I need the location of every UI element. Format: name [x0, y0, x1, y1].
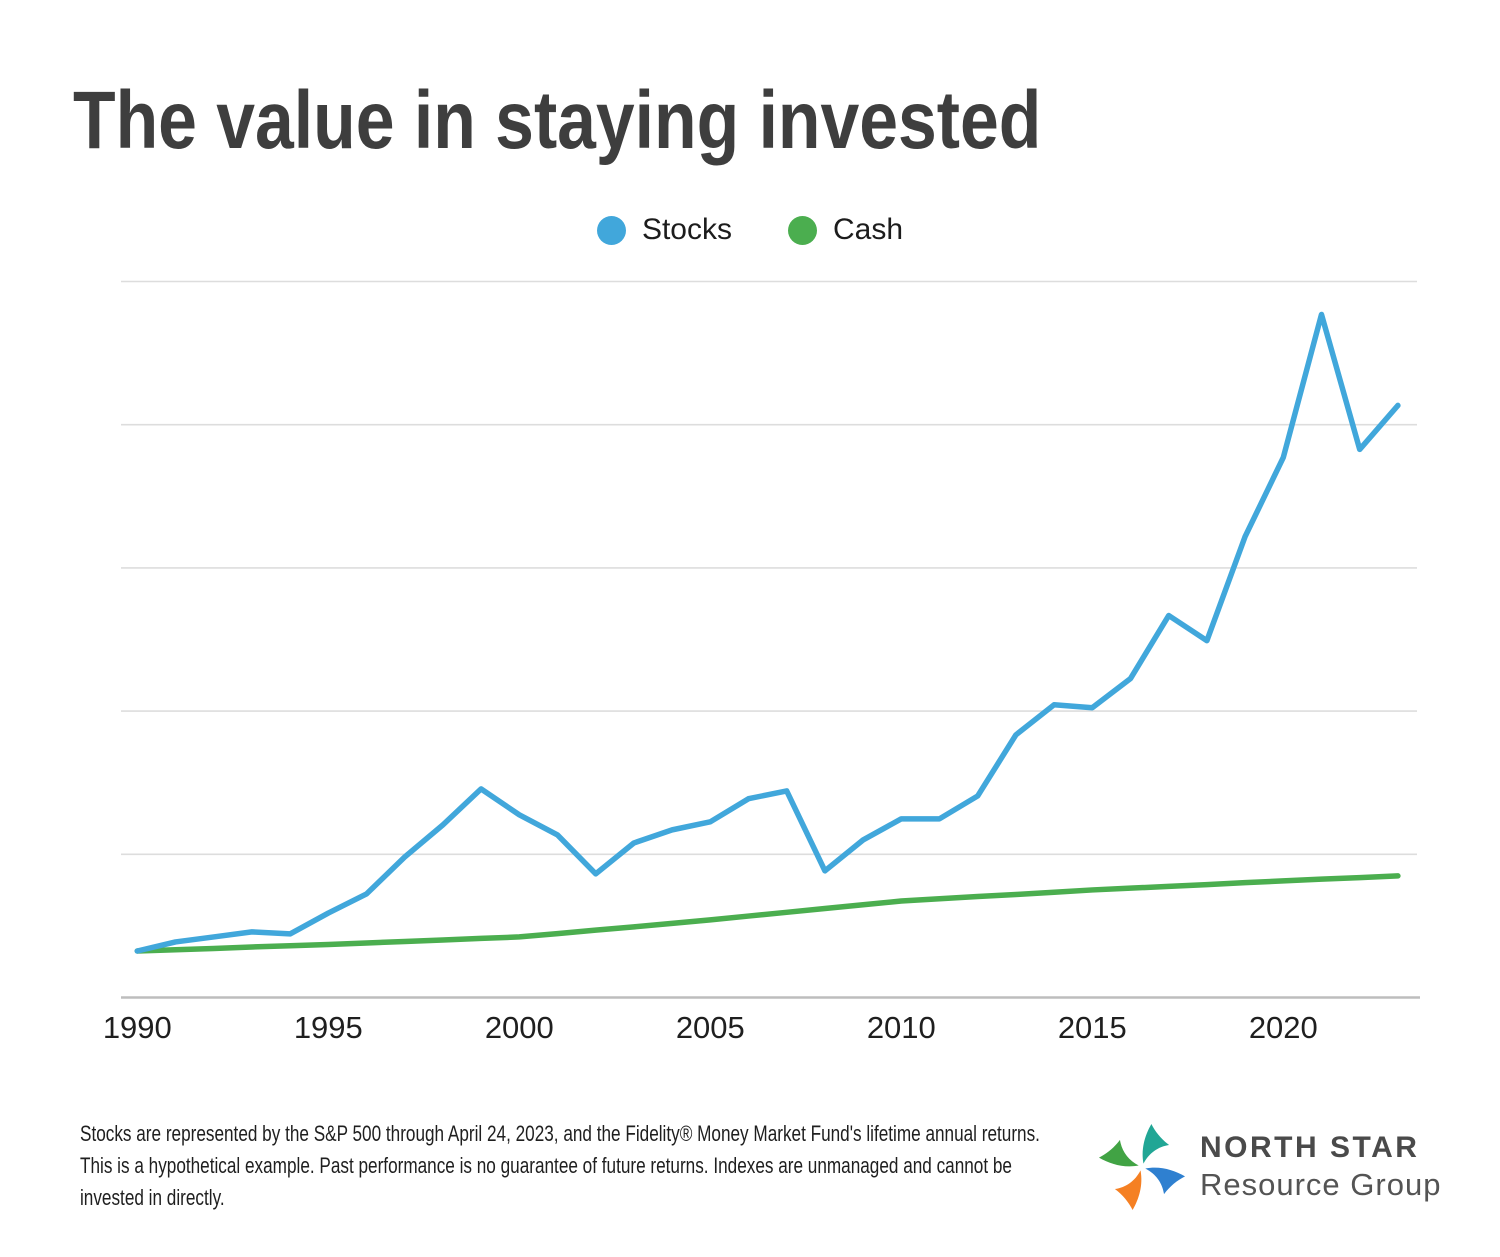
x-tick-label: 2005 [676, 1010, 745, 1045]
disclaimer-line-3: invested in directly. [80, 1185, 225, 1210]
cash-line [134, 873, 1401, 954]
legend-item-cash: Cash [787, 213, 904, 247]
north-star-logo-star-icon [1098, 1123, 1186, 1211]
stocks-line [134, 311, 1401, 954]
disclaimer-line-2: This is a hypothetical example. Past per… [80, 1153, 1012, 1178]
cash-legend-dot-icon [787, 215, 817, 245]
x-tick-label: 2000 [485, 1010, 554, 1045]
x-tick-label: 2020 [1249, 1010, 1318, 1045]
logo-title: NORTH STAR [1200, 1131, 1420, 1164]
page-title: The value in staying invested [73, 75, 1042, 166]
cash-legend-label: Cash [832, 213, 904, 246]
disclaimer-line-1: Stocks are represented by the S&P 500 th… [80, 1121, 1040, 1146]
legend-item-stocks: Stocks [596, 213, 732, 247]
x-tick-label: 2010 [867, 1010, 936, 1045]
line-chart: 1990 1995 2000 2005 2010 2015 2020 [103, 280, 1420, 1045]
x-tick-label: 1990 [103, 1010, 172, 1045]
stocks-legend-dot-icon [596, 215, 626, 245]
gridlines [121, 280, 1417, 856]
x-tick-label: 1995 [294, 1010, 363, 1045]
logo-text-block: NORTH STAR Resource Group [1200, 1131, 1441, 1203]
chart-legend: Stocks Cash [0, 212, 1500, 248]
x-tick-label: 2015 [1058, 1010, 1127, 1045]
logo-subtitle: Resource Group [1200, 1167, 1442, 1202]
stocks-legend-label: Stocks [641, 213, 732, 246]
x-axis-labels: 1990 1995 2000 2005 2010 2015 2020 [103, 1010, 1318, 1045]
disclaimer-text: Stocks are represented by the S&P 500 th… [80, 1118, 1311, 1214]
north-star-logo: NORTH STAR Resource Group [1098, 1116, 1441, 1218]
